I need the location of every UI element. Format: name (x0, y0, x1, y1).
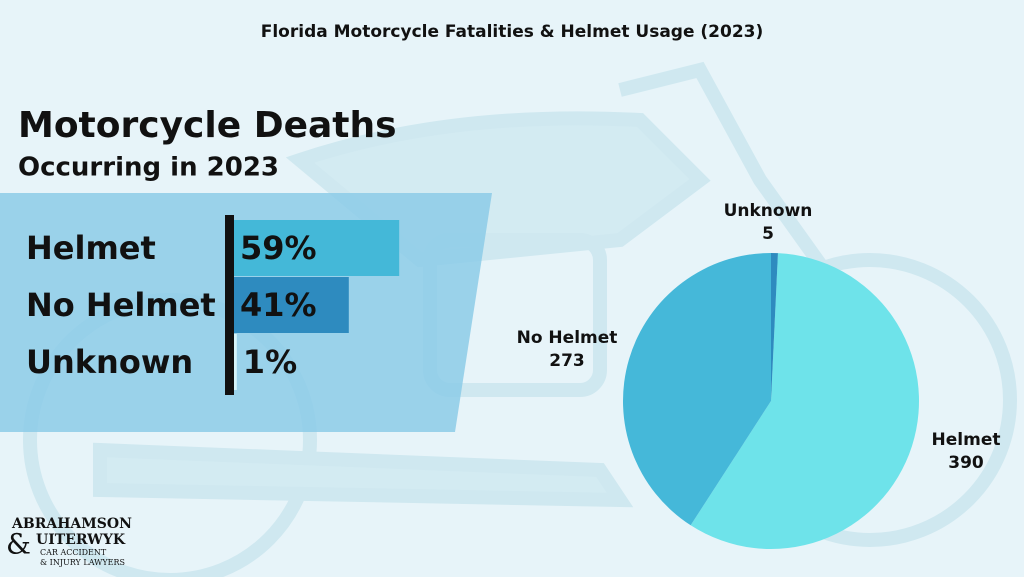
bar-baseline (225, 215, 234, 395)
bar-chart: Helmet 59% No Helmet 41% Unknown 1% (26, 220, 400, 390)
logo-line: & INJURY LAWYERS (40, 558, 125, 567)
logo-line: ABRAHAMSON (11, 516, 132, 532)
slice-value: 5 (762, 224, 774, 244)
logo-line: CAR ACCIDENT (40, 548, 107, 557)
value-label: 59% (240, 229, 317, 267)
pie-chart: Helmet 390 No Helmet 273 Unknown 5 (517, 201, 1001, 550)
bar (234, 277, 349, 333)
page-title: Florida Motorcycle Fatalities & Helmet U… (261, 22, 764, 42)
slice-label: Unknown (724, 201, 813, 221)
slice-label: Helmet (932, 430, 1001, 450)
value-label: 41% (240, 286, 317, 324)
pie-slice (690, 253, 919, 550)
logo: ABRAHAMSON & UITERWYK CAR ACCIDENT & INJ… (6, 516, 132, 567)
category-label: Helmet (26, 229, 156, 267)
category-label: Unknown (26, 343, 193, 381)
bar (234, 220, 400, 276)
category-label: No Helmet (26, 286, 216, 324)
bar-subtitle: Occurring in 2023 (18, 153, 279, 183)
slice-label: No Helmet (517, 328, 618, 348)
slice-value: 273 (549, 351, 585, 371)
logo-line: UITERWYK (36, 532, 126, 548)
value-label: 1% (243, 343, 297, 381)
bar-title: Motorcycle Deaths (18, 105, 397, 146)
pie-slice (622, 253, 771, 526)
pie-slice (771, 253, 778, 401)
bar (234, 334, 237, 390)
slice-value: 390 (948, 453, 984, 473)
logo-amp: & (6, 528, 31, 561)
